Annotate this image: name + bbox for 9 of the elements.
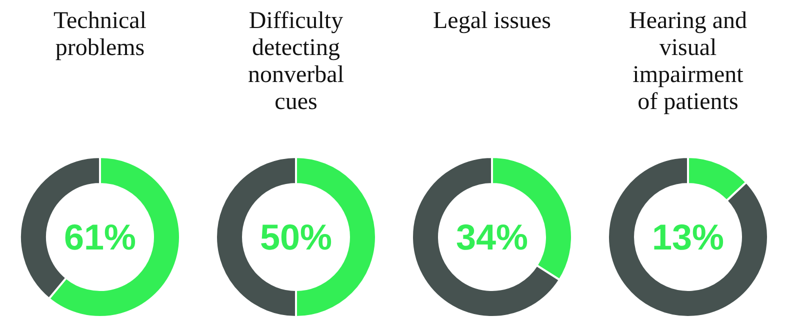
chart-title: Technical problems: [54, 8, 147, 61]
donut-slice: [607, 156, 769, 318]
text: 34%: [456, 216, 528, 258]
text: 50%: [260, 216, 332, 258]
chart-title: Difficulty detecting nonverbal cues: [248, 8, 344, 115]
text: 61%: [64, 216, 136, 258]
text: 13%: [652, 216, 724, 258]
chart-title: Hearing and visual impairment of patients: [629, 8, 747, 115]
chart-title: Legal issues: [433, 8, 551, 34]
